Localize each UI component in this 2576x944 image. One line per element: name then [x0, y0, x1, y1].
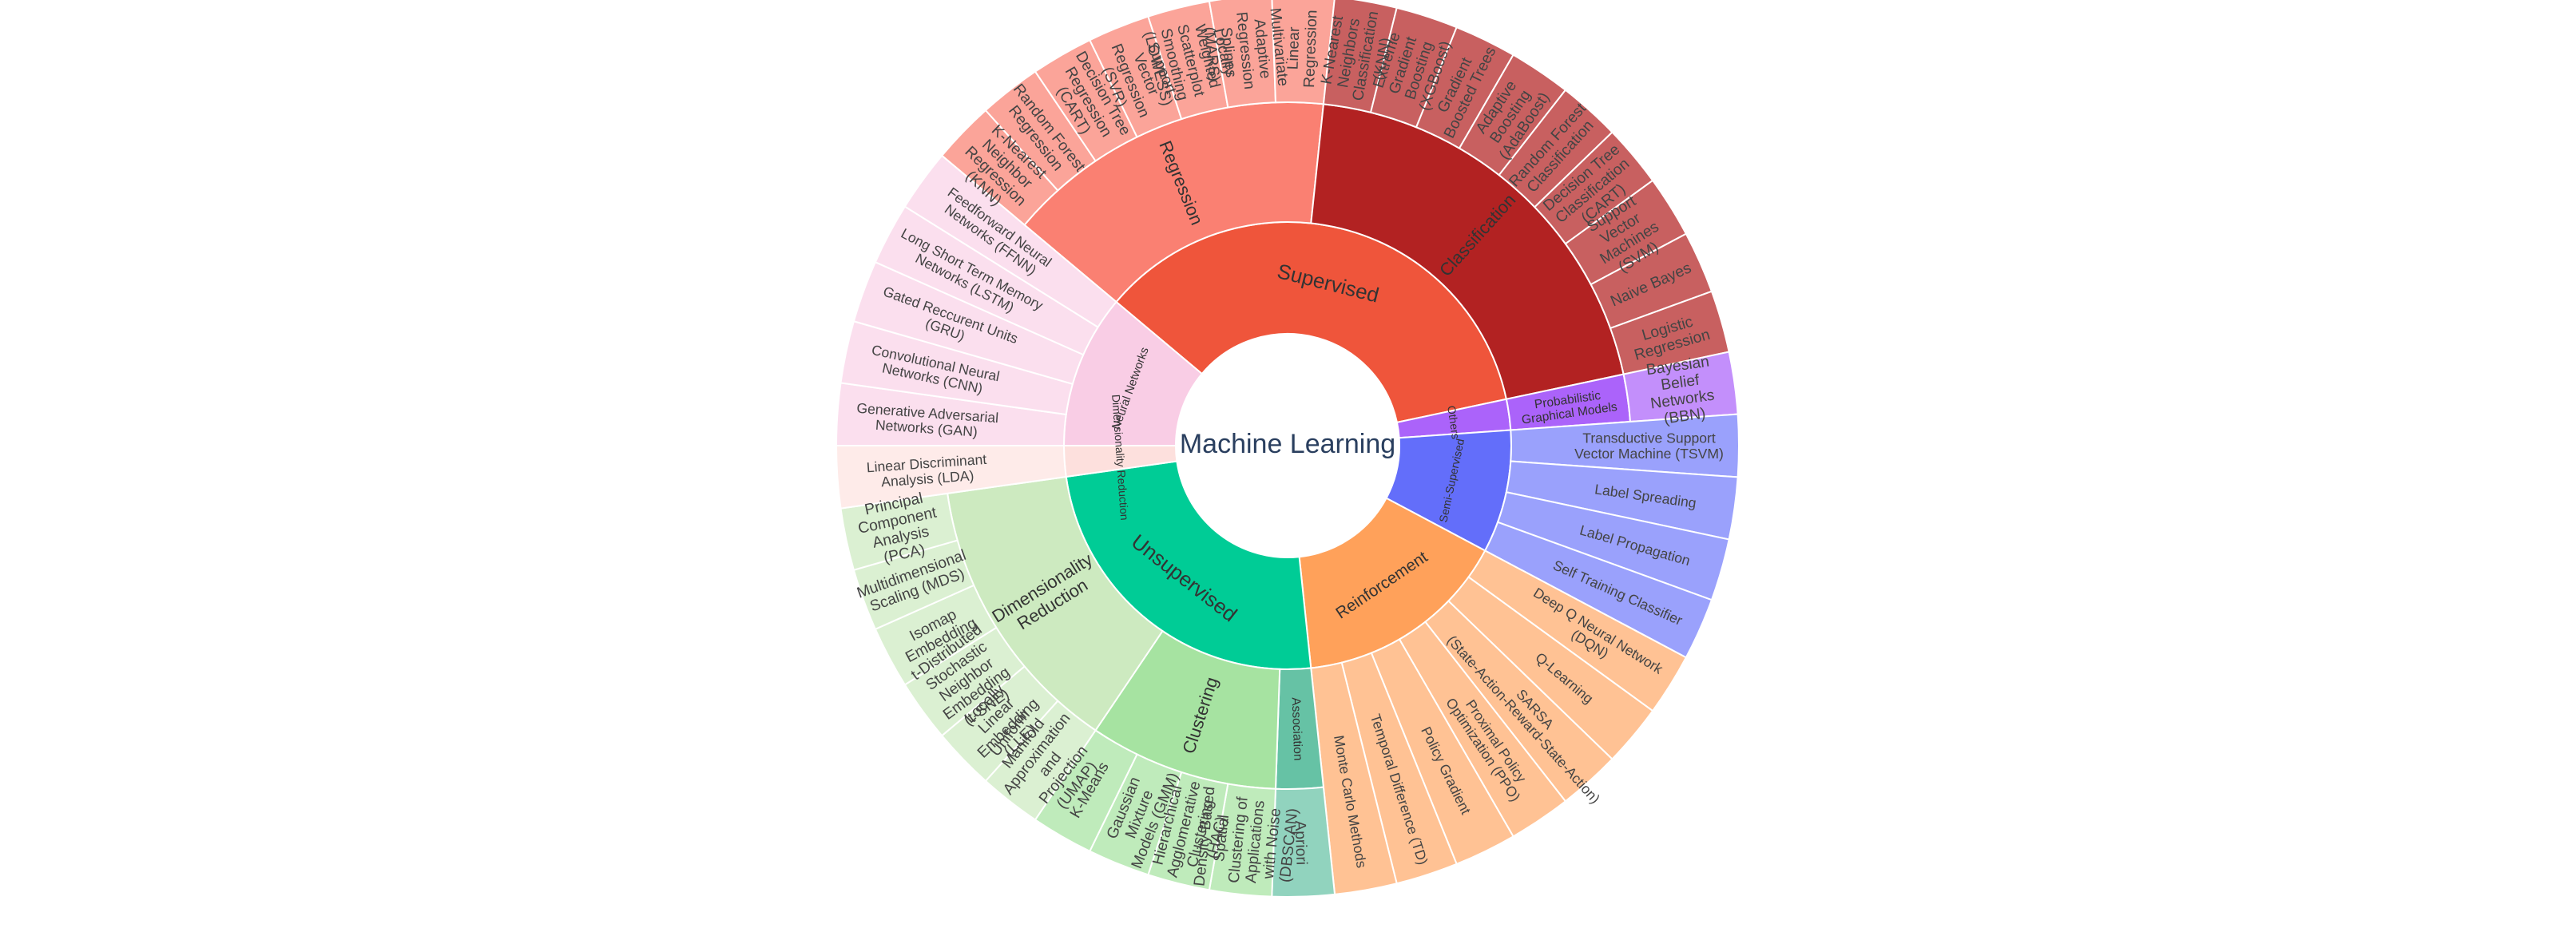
- root-label: Machine Learning: [1180, 429, 1395, 459]
- slice-apriori[interactable]: [1271, 786, 1336, 898]
- slice-feedforward-neural-networks-ffnn[interactable]: [903, 154, 1117, 329]
